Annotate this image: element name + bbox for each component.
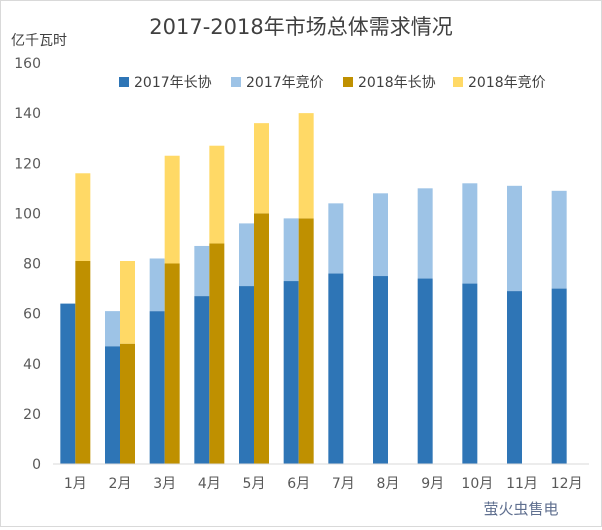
y-tick-label: 40 xyxy=(23,357,41,373)
legend-label: 2018年竞价 xyxy=(468,74,546,91)
y-tick-label: 60 xyxy=(23,307,41,323)
y-tick-label: 160 xyxy=(14,56,41,72)
x-tick-label: 12月 xyxy=(551,476,583,492)
x-tick-label: 10月 xyxy=(461,476,493,492)
bar-2018年长协 xyxy=(254,213,269,464)
bar-2018年竞价 xyxy=(254,123,269,214)
bar-2017年长协 xyxy=(507,291,522,464)
bar-2017年长协 xyxy=(149,311,165,464)
bar-2017年长协 xyxy=(417,278,433,464)
legend-label: 2018年长协 xyxy=(358,75,436,91)
y-axis: 0 20 40 60 80 100 120 140 160 xyxy=(14,56,41,473)
y-tick-label: 20 xyxy=(23,407,41,423)
bar-2017年竞价 xyxy=(417,188,433,279)
bar-2017年竞价 xyxy=(373,193,388,277)
legend-label: 2017年竞价 xyxy=(246,74,324,91)
bar-2017年竞价 xyxy=(328,203,344,274)
y-tick-label: 100 xyxy=(14,206,41,222)
legend: 2017年长协 2017年竞价 2018年长协 2018年竞价 xyxy=(119,74,546,91)
bar-2017年长协 xyxy=(462,283,478,464)
watermark: 萤火虫售电 xyxy=(483,500,558,518)
bar-2018年长协 xyxy=(298,218,314,464)
bar-2017年长协 xyxy=(373,276,388,464)
y-axis-title: 亿千瓦时 xyxy=(11,33,67,49)
x-tick-label: 7月 xyxy=(332,476,355,492)
bar-2017年竞价 xyxy=(105,311,120,347)
x-tick-label: 5月 xyxy=(243,476,266,492)
x-tick-label: 4月 xyxy=(198,476,221,492)
y-tick-label: 80 xyxy=(23,257,41,273)
bar-2017年竞价 xyxy=(239,223,254,287)
bar-2017年竞价 xyxy=(507,185,522,292)
y-tick-label: 0 xyxy=(32,457,41,473)
bars xyxy=(60,113,567,464)
x-axis: 1月 2月 3月 4月 5月 6月 7月 8月 9月 10月 11月 12月 xyxy=(64,476,583,492)
bar-2018年竞价 xyxy=(75,173,91,261)
x-tick-label: 3月 xyxy=(153,476,176,492)
bar-2017年竞价 xyxy=(194,245,210,297)
x-tick-label: 9月 xyxy=(421,476,444,492)
bar-2017年长协 xyxy=(551,288,567,464)
x-tick-label: 8月 xyxy=(377,476,400,492)
bar-2017年竞价 xyxy=(149,258,165,312)
x-tick-label: 1月 xyxy=(64,476,87,492)
bar-2018年竞价 xyxy=(120,260,135,344)
x-tick-label: 2月 xyxy=(109,476,132,492)
bar-2018年竞价 xyxy=(164,155,180,264)
legend-swatch xyxy=(119,77,129,87)
x-tick-label: 6月 xyxy=(287,476,310,492)
bar-2017年长协 xyxy=(283,281,299,464)
bar-2017年长协 xyxy=(105,346,120,464)
legend-swatch xyxy=(453,77,463,87)
legend-swatch xyxy=(231,77,241,87)
legend-swatch xyxy=(343,77,353,87)
chart-title: 2017-2018年市场总体需求情况 xyxy=(149,15,452,39)
bar-2017年竞价 xyxy=(551,190,567,289)
y-tick-label: 140 xyxy=(14,106,41,122)
bar-2017年长协 xyxy=(328,273,344,464)
bar-2017年竞价 xyxy=(462,183,478,284)
bar-2017年长协 xyxy=(194,296,210,464)
legend-label: 2017年长协 xyxy=(134,75,212,91)
x-tick-label: 11月 xyxy=(506,476,538,492)
bar-2018年长协 xyxy=(120,343,135,464)
bar-2018年长协 xyxy=(209,243,225,464)
bar-2017年长协 xyxy=(239,286,254,464)
bar-2018年长协 xyxy=(75,260,91,464)
bar-2017年长协 xyxy=(60,303,76,464)
bar-2017年竞价 xyxy=(283,218,299,282)
y-tick-label: 120 xyxy=(14,156,41,172)
bar-2018年竞价 xyxy=(209,145,225,244)
bar-2018年长协 xyxy=(164,263,180,464)
bar-2018年竞价 xyxy=(298,113,314,219)
